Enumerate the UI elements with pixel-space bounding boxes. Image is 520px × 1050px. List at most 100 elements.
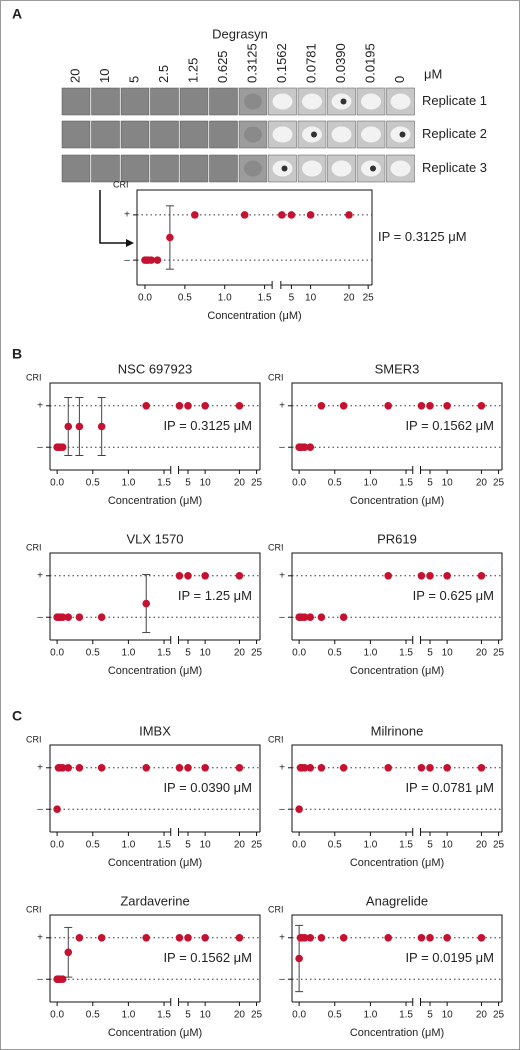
data-point [317, 763, 326, 772]
x-tick-label: 5 [427, 478, 433, 489]
annotation: IP = 0.3125 μM [163, 418, 252, 433]
x-axis-label: Concentration (μM) [108, 1027, 202, 1039]
x-axis-label: Concentration (μM) [108, 857, 202, 869]
data-point [477, 763, 486, 772]
image-tile [61, 120, 91, 149]
y-tick-label: – [279, 442, 285, 453]
chart-title: Anagrelide [366, 893, 428, 908]
data-point [166, 233, 174, 242]
plot-frame [291, 382, 503, 470]
image-tile [209, 120, 238, 149]
x-tick-label: 1.0 [363, 1010, 377, 1021]
tile-blob [244, 93, 262, 110]
x-tick-label: 1.5 [399, 648, 413, 659]
x-tick-label: 10 [200, 478, 212, 489]
data-point [317, 613, 326, 622]
x-tick-label: 25 [493, 648, 505, 659]
row-label: Replicate 1 [422, 93, 487, 108]
data-point [426, 401, 434, 410]
y-tick-label: – [279, 612, 285, 623]
image-tile [120, 87, 150, 116]
data-point [300, 933, 309, 942]
data-point [142, 933, 151, 942]
data-point [58, 975, 67, 984]
y-tick-label: + [37, 570, 43, 581]
data-point [240, 211, 249, 219]
x-axis-label: Concentration (μM) [350, 495, 444, 507]
data-point [339, 933, 348, 942]
data-point [64, 763, 73, 772]
x-axis-label: Concentration (μM) [350, 857, 444, 869]
y-tick-label: – [279, 974, 285, 985]
data-point [235, 571, 244, 580]
data-point [443, 933, 451, 942]
data-point [58, 443, 67, 452]
column-label: 10 [97, 69, 112, 83]
x-tick-label: 5 [185, 648, 191, 659]
data-point [58, 613, 67, 622]
data-point [175, 933, 184, 942]
column-label: 5 [126, 76, 141, 83]
data-point [384, 763, 393, 772]
x-tick-label: 25 [251, 648, 263, 659]
image-tile [150, 154, 179, 183]
data-point [58, 763, 67, 772]
data-point [306, 933, 315, 942]
data-point [339, 763, 348, 772]
data-point [426, 933, 434, 942]
annotation: IP = 0.1562 μM [405, 418, 494, 433]
x-tick-label: 20 [476, 648, 488, 659]
data-point [184, 571, 192, 580]
x-tick-label: 0.5 [86, 1010, 100, 1021]
plot-frame [49, 552, 261, 640]
y-axis-label: CRI [113, 179, 129, 189]
y-tick-label: + [279, 570, 285, 581]
x-tick-label: 0.0 [50, 648, 64, 659]
x-tick-label: 10 [442, 478, 454, 489]
x-tick-label: 0.0 [50, 840, 64, 851]
y-tick-label: + [37, 762, 43, 773]
data-point [201, 933, 209, 942]
data-point [184, 401, 192, 410]
image-tile [179, 120, 209, 149]
x-tick-label: 1.0 [121, 840, 135, 851]
data-point [201, 763, 209, 772]
data-point [339, 401, 348, 410]
plot-frame [49, 914, 261, 1002]
x-tick-label: 1.0 [121, 1010, 135, 1021]
data-point [345, 211, 353, 219]
x-tick-label: 5 [289, 293, 295, 304]
data-point [75, 613, 84, 622]
image-tile [209, 87, 238, 116]
y-axis-label: CRI [26, 372, 42, 382]
data-point [278, 211, 286, 219]
data-point [142, 599, 151, 608]
image-tile [91, 120, 120, 149]
annotation: IP = 0.3125 μM [378, 229, 467, 244]
data-point [97, 933, 106, 942]
x-tick-label: 0.5 [86, 840, 100, 851]
plot-frame [49, 382, 261, 470]
data-point [306, 613, 315, 622]
x-tick-label: 20 [476, 1010, 488, 1021]
y-axis-label: CRI [26, 904, 42, 914]
plot-frame [136, 189, 373, 285]
x-tick-label: 25 [493, 840, 505, 851]
tile-blob [390, 160, 411, 177]
image-tile [209, 154, 238, 183]
data-point [384, 401, 393, 410]
x-tick-label: 0.0 [138, 293, 152, 304]
x-tick-label: 0.5 [86, 478, 100, 489]
data-point [295, 805, 303, 814]
tile-blob [361, 126, 381, 143]
data-point [64, 422, 73, 431]
data-point [317, 401, 326, 410]
image-tile [150, 87, 179, 116]
row-label: Replicate 2 [422, 126, 487, 141]
data-point [477, 933, 486, 942]
x-tick-label: 1.5 [157, 1010, 171, 1021]
x-axis-label: Concentration (μM) [350, 665, 444, 677]
x-tick-label: 1.5 [399, 478, 413, 489]
tile-spot [399, 131, 406, 138]
x-tick-label: 0.0 [50, 1010, 64, 1021]
